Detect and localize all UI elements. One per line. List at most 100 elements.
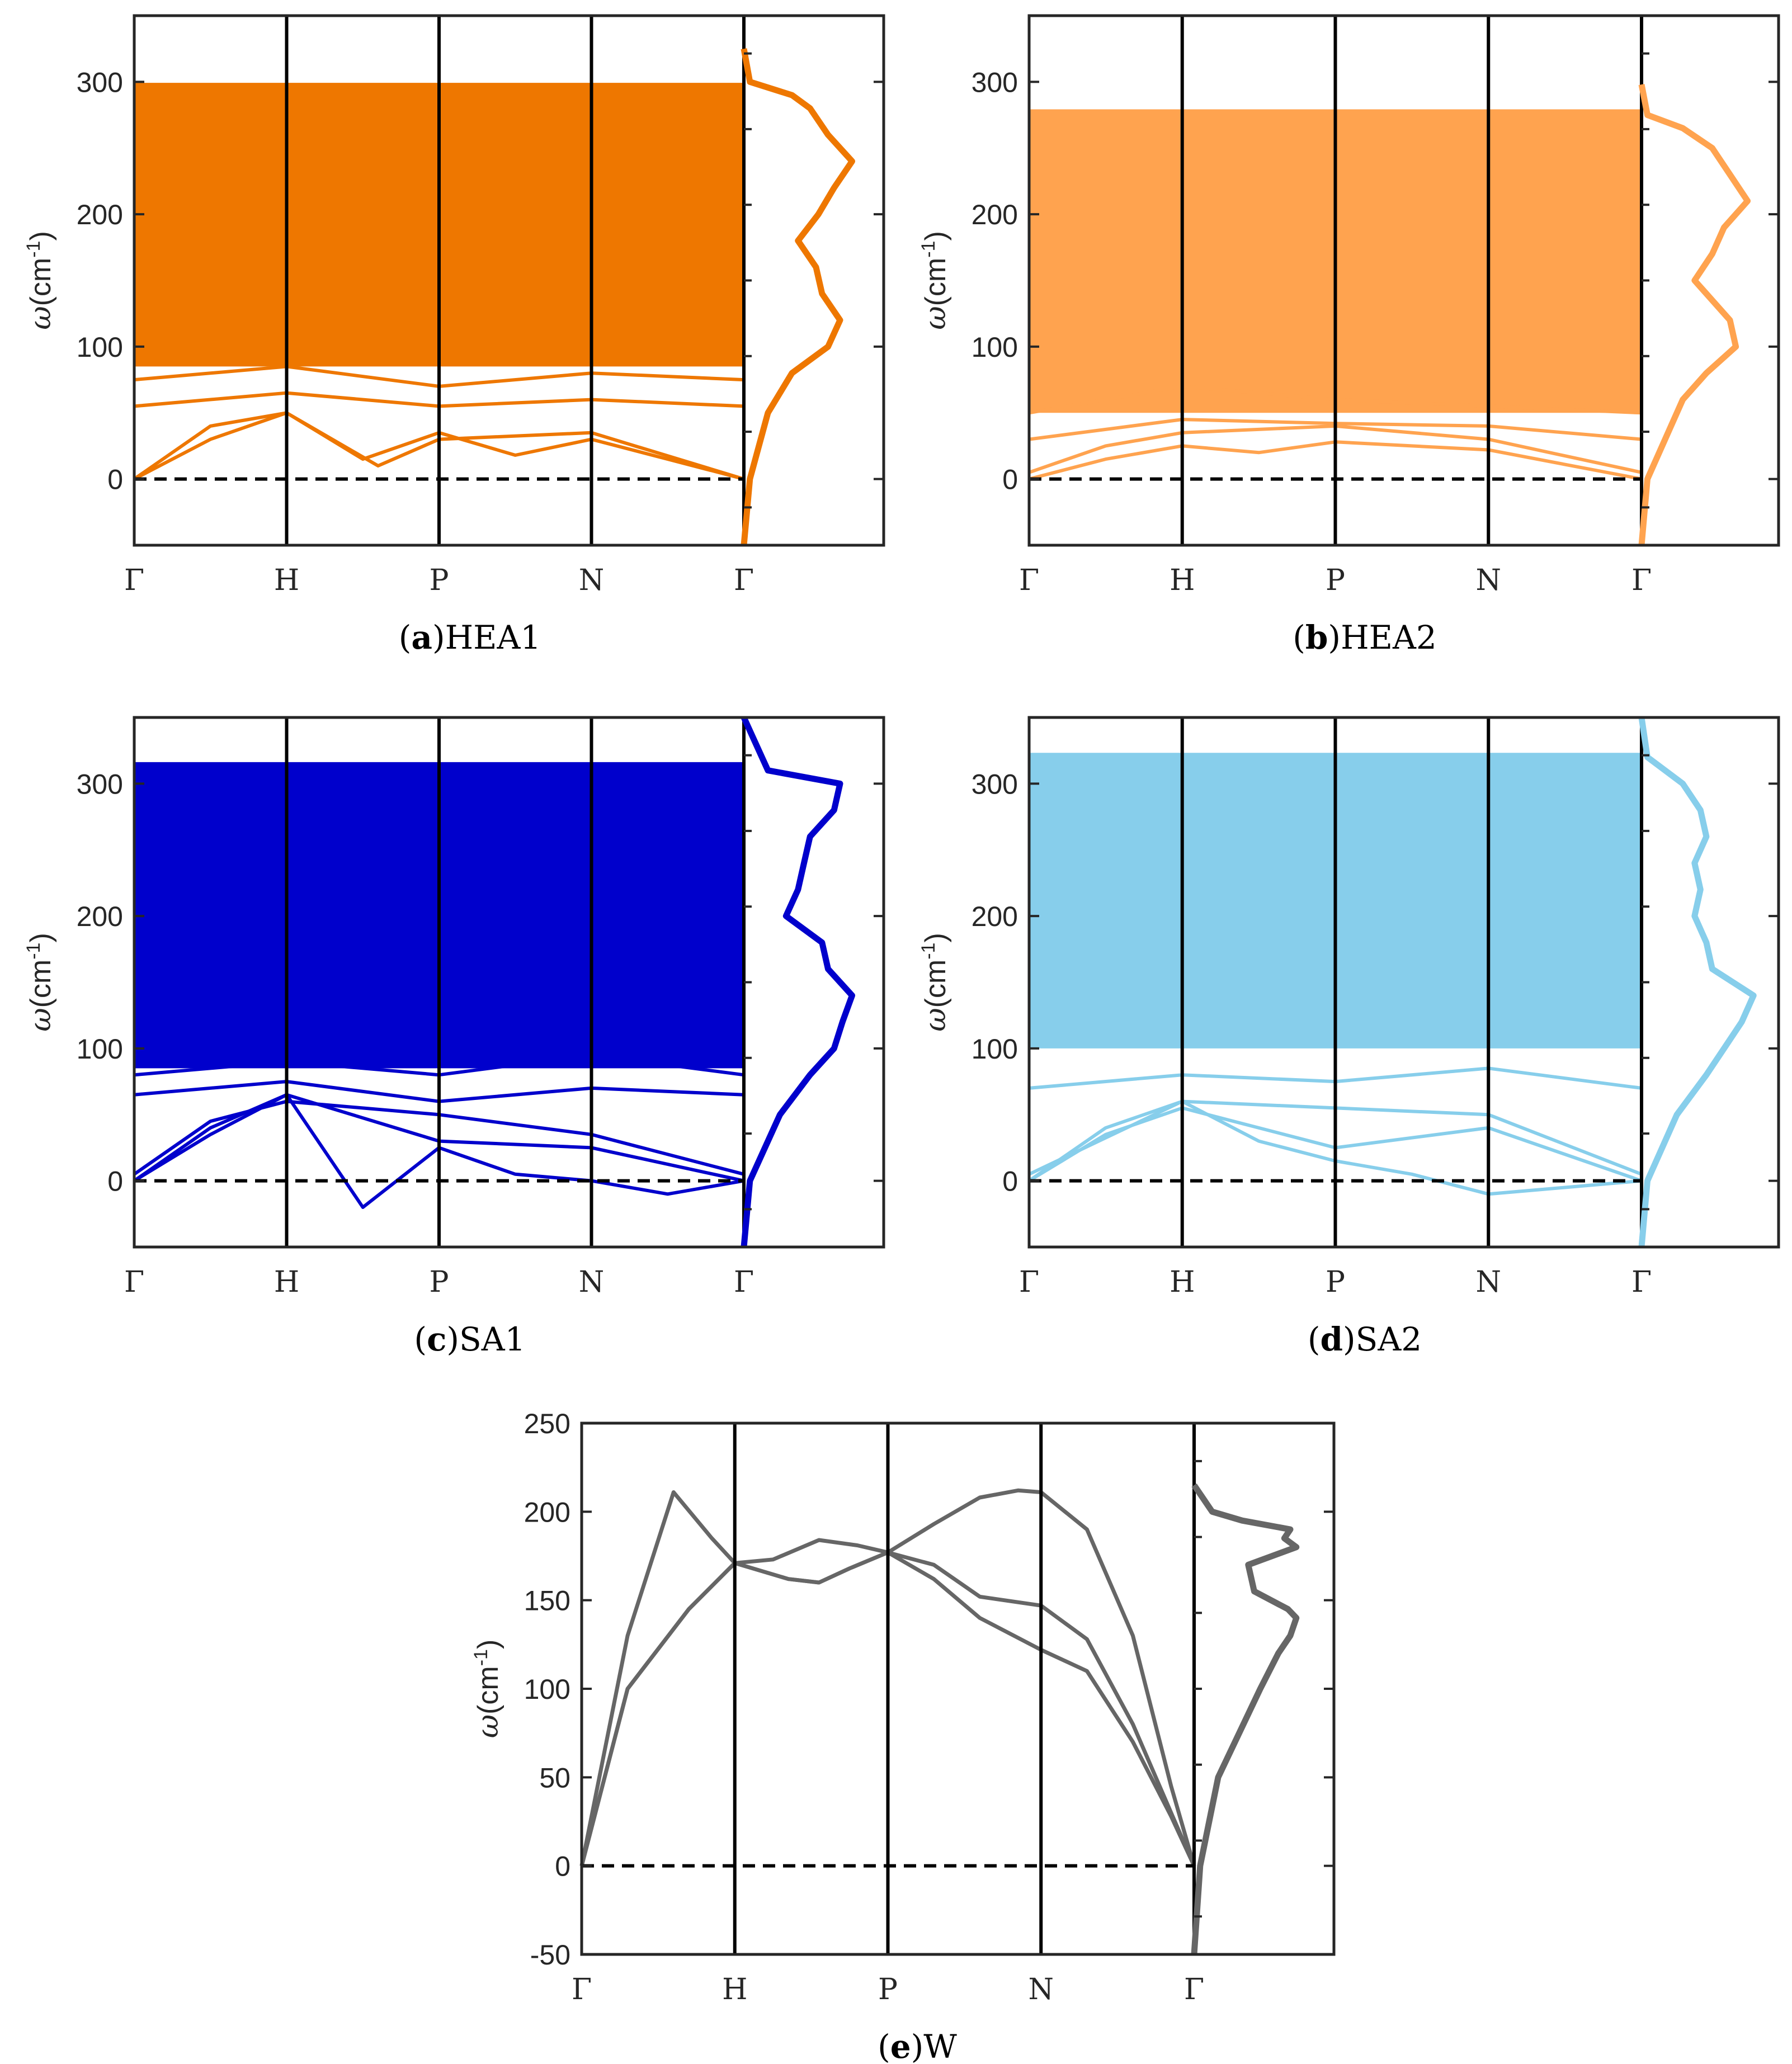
axes-frame [133,14,885,547]
y-tick-label: 150 [524,1585,570,1617]
y-tick-label: 50 [539,1762,570,1793]
caption-name: HEA1 [445,618,541,656]
x-tick-label: N [1476,564,1502,597]
axes-frame [580,1421,1336,1956]
x-tick-label: Γ [1019,564,1039,597]
y-tick-label: 0 [107,464,123,495]
band-line-2 [133,1093,744,1183]
y-tick-label: 200 [972,901,1018,932]
y-axis-close: ) [919,231,952,240]
y-axis-unit: (cm [472,1666,504,1715]
y-tick-label: 250 [524,1408,570,1439]
axes-frame [1027,14,1780,547]
x-tick-label: P [1326,564,1345,597]
y-axis-close: ) [25,933,57,942]
caption-name: W [923,2028,957,2064]
y-tick-label: 300 [972,67,1018,98]
caption-open-paren: ( [399,618,412,656]
x-tick-label: Γ [1631,564,1652,597]
x-tick-label: P [1326,1265,1345,1299]
y-tick-label: 300 [972,768,1018,800]
caption-close-paren: ) [911,2028,924,2064]
y-axis-close: ) [25,231,57,240]
dos-curve [1191,1483,1300,1955]
x-tick-label: Γ [572,1973,592,2006]
x-tick-label: N [579,1265,605,1299]
y-axis-label: ω(cm-1) [918,933,952,1032]
x-tick-label: H [1169,564,1195,597]
panel-caption: (e)W [878,2028,957,2064]
y-axis-unit: (cm [25,960,57,1008]
panel-caption: (c)SA1 [414,1320,525,1358]
y-axis-label: ω(cm-1) [470,1640,505,1739]
y-axis-unit: (cm [919,258,952,306]
caption-close-paren: ) [446,1320,459,1358]
axes-frame [133,716,885,1249]
caption-close-paren: ) [432,618,445,656]
y-axis-symbol: ω [919,1008,952,1031]
y-axis-exponent: -1 [918,241,939,258]
y-axis-label: ω(cm-1) [23,231,58,330]
band-line-3 [133,1099,744,1176]
x-tick-label: Γ [734,564,754,597]
y-tick-label: 0 [1002,1166,1018,1197]
y-tick-label: 300 [77,67,123,98]
dos-curve [741,48,855,546]
dos-curve [741,716,855,1248]
dos-curve [1638,84,1751,546]
y-axis-symbol: ω [471,1715,505,1738]
y-tick-label: 200 [972,199,1018,230]
y-tick-label: -50 [530,1939,570,1971]
panel-caption: (d)SA2 [1308,1320,1422,1358]
axes-frame [1027,716,1780,1249]
y-tick-label: 100 [972,332,1018,363]
caption-open-paren: ( [1293,618,1305,656]
y-axis-close: ) [919,933,952,942]
caption-close-paren: ) [1343,1320,1356,1358]
x-tick-label: Γ [1631,1265,1652,1299]
y-tick-label: 100 [972,1033,1018,1065]
caption-name: HEA2 [1341,618,1437,656]
y-tick-label: 0 [107,1166,123,1197]
dos-curve [1638,717,1757,1248]
y-axis-exponent: -1 [918,943,939,960]
y-tick-label: 200 [77,199,123,230]
caption-letter: b [1305,618,1328,656]
caption-close-paren: ) [1328,618,1341,656]
y-tick-label: 200 [524,1496,570,1528]
x-tick-label: H [274,564,299,597]
caption-letter: d [1320,1320,1343,1358]
x-tick-label: P [878,1973,898,2006]
x-tick-label: Γ [1184,1973,1204,2006]
caption-open-paren: ( [878,2028,890,2064]
x-tick-label: N [579,564,605,597]
caption-open-paren: ( [414,1320,427,1358]
y-axis-exponent: -1 [470,1649,492,1666]
y-axis-unit: (cm [25,258,57,306]
x-tick-label: H [274,1265,299,1299]
y-tick-label: 0 [1002,464,1018,495]
caption-letter: a [411,618,432,656]
x-tick-label: N [1029,1973,1054,2006]
y-tick-label: 300 [77,768,123,800]
y-axis-close: ) [472,1640,504,1649]
x-tick-label: Γ [124,564,144,597]
panel-caption: (a)HEA1 [399,618,541,656]
y-axis-exponent: -1 [23,241,44,258]
caption-open-paren: ( [1308,1320,1321,1358]
y-axis-label: ω(cm-1) [23,933,58,1032]
caption-letter: e [890,2028,911,2064]
y-axis-label: ω(cm-1) [918,231,952,330]
x-tick-label: Γ [734,1265,754,1299]
x-tick-label: Γ [124,1265,144,1299]
y-tick-label: 100 [524,1674,570,1705]
x-tick-label: H [1169,1265,1195,1299]
y-tick-label: 100 [77,332,123,363]
panel-caption: (b)HEA2 [1293,618,1437,656]
x-tick-label: H [722,1973,747,2006]
x-tick-label: Γ [1019,1265,1039,1299]
